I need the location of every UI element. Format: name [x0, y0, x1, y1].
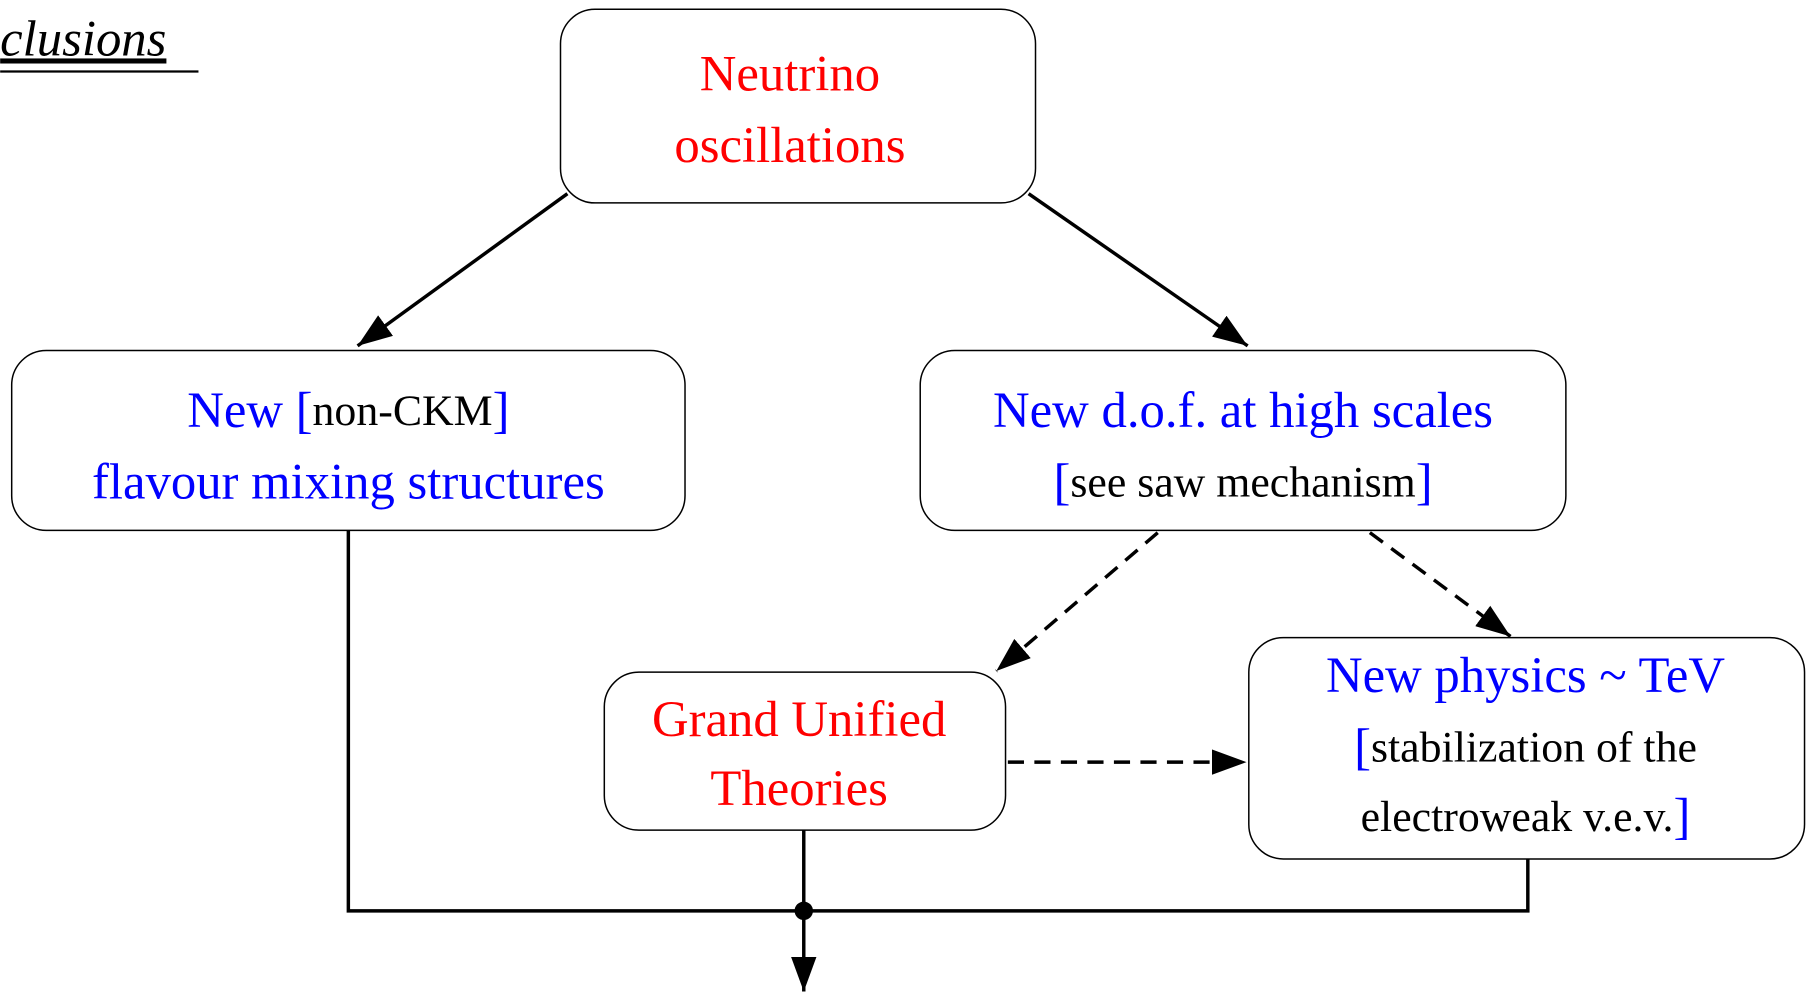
- label-segment: ]: [1674, 788, 1691, 844]
- node-box: [10, 349, 686, 532]
- label-segment: Neutrino: [700, 45, 880, 101]
- slide-title: clusions: [0, 10, 166, 66]
- label-segment: electroweak v.e.v.: [1361, 793, 1674, 841]
- node-label: Theories: [710, 760, 887, 816]
- node-label: flavour mixing structures: [92, 453, 605, 509]
- dashed-arrow: [1368, 531, 1512, 638]
- dashed-arrow: [995, 531, 1159, 673]
- junction: [794, 901, 813, 921]
- label-segment: ]: [493, 382, 510, 438]
- node-label: New [non-CKM]: [187, 382, 509, 438]
- node-label: electroweak v.e.v.]: [1361, 788, 1691, 844]
- node-label: oscillations: [674, 117, 905, 173]
- label-segment: [: [1053, 453, 1070, 509]
- node-label: [see saw mechanism]: [1053, 453, 1432, 509]
- label-segment: flavour mixing structures: [92, 453, 605, 509]
- label-segment: New physics ~ TeV: [1326, 647, 1725, 703]
- label-segment: ]: [1416, 453, 1433, 509]
- node-label: Grand Unified: [652, 691, 946, 747]
- label-segment: Theories: [710, 760, 887, 816]
- label-segment: New d.o.f. at high scales: [993, 382, 1493, 438]
- arrow: [356, 192, 569, 348]
- label-segment: stabilization of the: [1371, 724, 1697, 772]
- label-segment: oscillations: [674, 117, 905, 173]
- node-box: [919, 349, 1567, 532]
- node-label: New physics ~ TeV: [1326, 647, 1725, 703]
- label-segment: [: [1354, 718, 1371, 774]
- node-label: [stabilization of the: [1354, 718, 1697, 774]
- node-box: [559, 8, 1037, 204]
- label-segment: Grand Unified: [652, 691, 946, 747]
- node-label: Neutrino: [700, 45, 880, 101]
- node-label: New d.o.f. at high scales: [993, 382, 1493, 438]
- arrow: [1027, 192, 1249, 348]
- label-segment: New [: [187, 382, 312, 438]
- connector: [346, 530, 1530, 913]
- label-segment: see saw mechanism: [1070, 459, 1415, 507]
- label-segment: non-CKM: [313, 387, 493, 435]
